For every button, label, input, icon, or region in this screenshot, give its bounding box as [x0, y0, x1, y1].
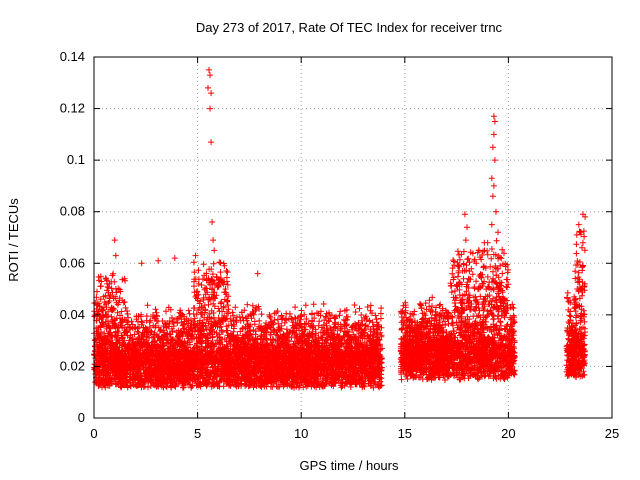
x-axis-label: GPS time / hours: [300, 458, 399, 473]
y-tick-label: 0.14: [60, 49, 85, 64]
chart-title: Day 273 of 2017, Rate Of TEC Index for r…: [196, 20, 503, 35]
x-tick-label: 20: [501, 426, 515, 441]
x-tick-label: 0: [90, 426, 97, 441]
x-tick-label: 5: [194, 426, 201, 441]
y-tick-label: 0.12: [60, 101, 85, 116]
y-axis-ticks: 0 0.02 0.04 0.06 0.08 0.1 0.12 0.14: [60, 49, 612, 425]
x-axis-ticks: 0 5 10 15 20 25: [90, 57, 619, 441]
data-points: [91, 66, 589, 391]
plot-frame: [93, 56, 613, 419]
y-tick-label: 0.08: [60, 204, 85, 219]
x-tick-label: 25: [605, 426, 619, 441]
data-point-markers: [91, 66, 589, 391]
y-tick-label: 0.1: [67, 152, 85, 167]
y-axis-label: ROTI / TECUs: [6, 198, 21, 282]
y-tick-label: 0: [78, 410, 85, 425]
y-tick-label: 0.02: [60, 358, 85, 373]
x-tick-label: 10: [294, 426, 308, 441]
y-tick-label: 0.04: [60, 307, 85, 322]
y-tick-label: 0.06: [60, 255, 85, 270]
x-tick-label: 15: [398, 426, 412, 441]
